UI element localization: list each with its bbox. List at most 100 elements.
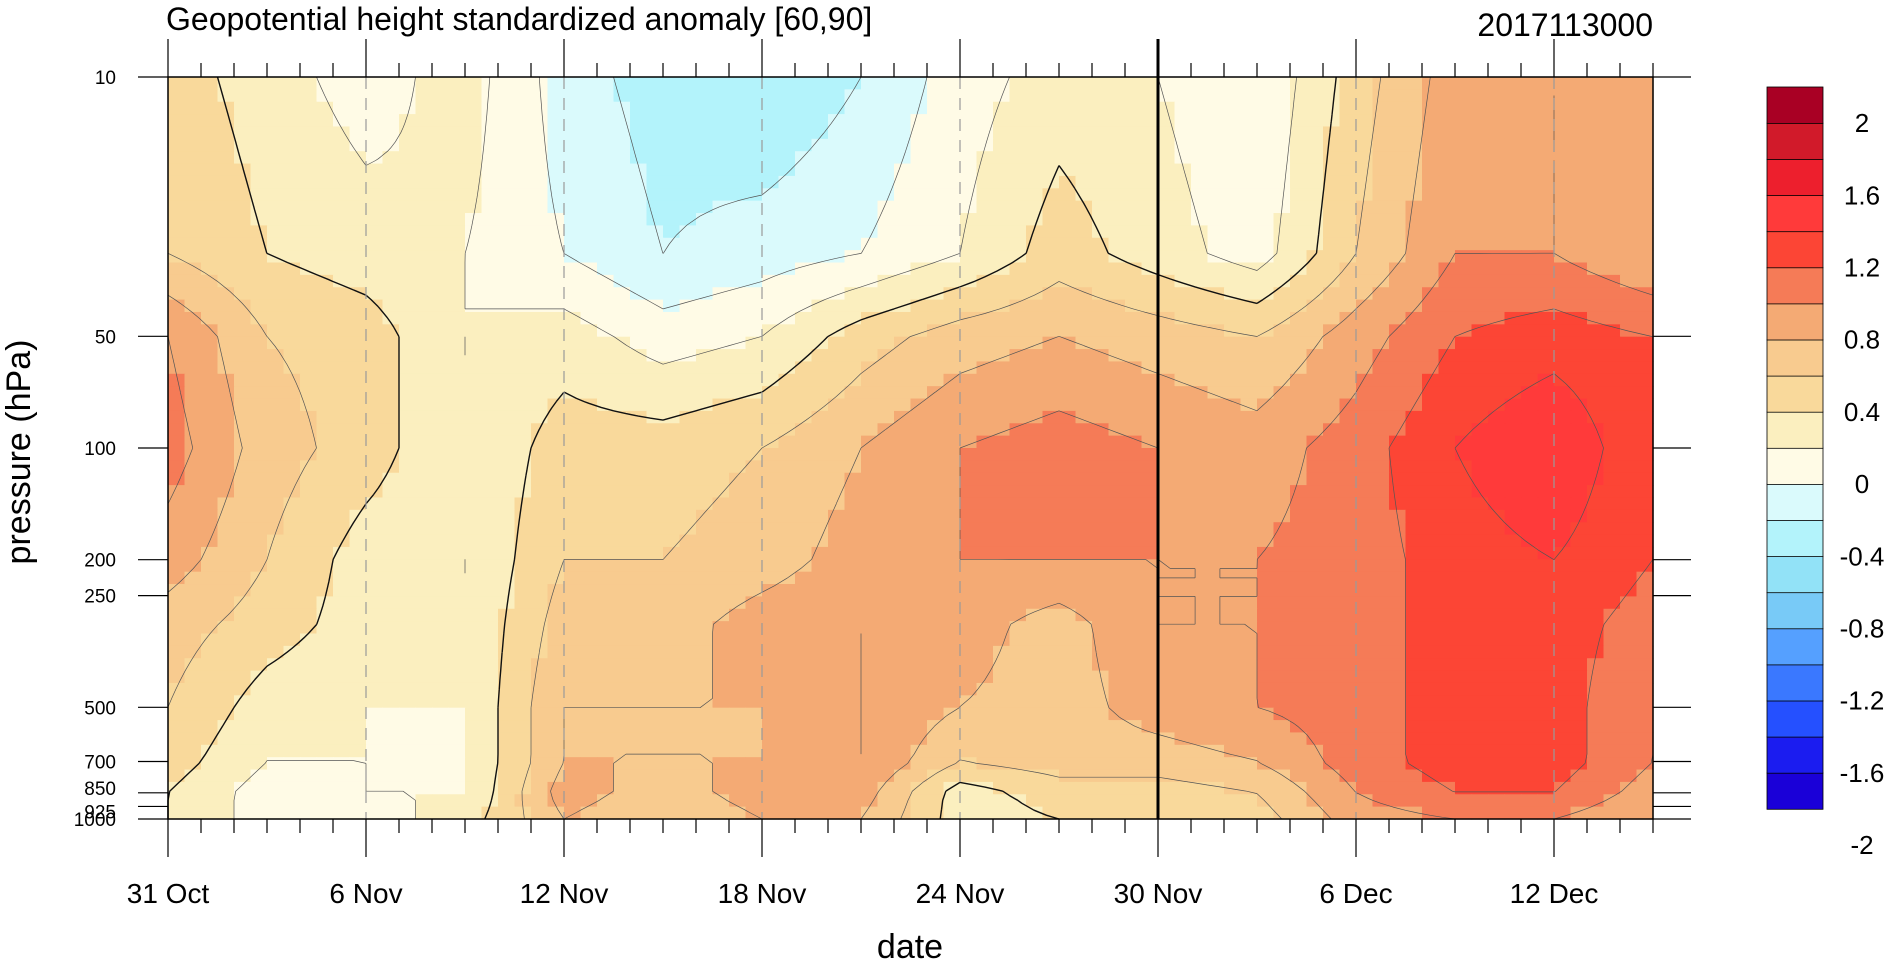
field-cell xyxy=(184,682,202,696)
field-cell xyxy=(250,584,268,597)
field-cell xyxy=(613,522,631,536)
field-cell xyxy=(729,386,747,400)
field-cell xyxy=(910,596,928,610)
field-cell xyxy=(1306,126,1324,140)
field-cell xyxy=(960,744,978,758)
field-cell xyxy=(448,732,466,746)
field-cell xyxy=(1504,274,1522,288)
field-cell xyxy=(597,571,615,585)
field-cell xyxy=(217,732,235,746)
field-cell xyxy=(1207,336,1225,350)
field-cell xyxy=(1455,682,1473,696)
field-cell xyxy=(894,126,912,140)
field-cell xyxy=(1174,101,1192,115)
field-cell xyxy=(1174,744,1192,758)
field-cell xyxy=(1240,361,1258,375)
field-cell xyxy=(1504,522,1522,536)
field-cell xyxy=(696,596,714,610)
field-cell xyxy=(333,200,351,214)
field-cell xyxy=(894,373,912,387)
field-cell xyxy=(1471,472,1489,486)
field-cell xyxy=(1636,732,1654,746)
field-cell xyxy=(349,460,367,474)
field-cell xyxy=(1191,596,1209,610)
field-cell xyxy=(1174,645,1192,659)
field-cell xyxy=(564,138,582,152)
field-cell xyxy=(531,175,549,189)
field-cell xyxy=(1273,138,1291,152)
field-cell xyxy=(1389,682,1407,696)
field-cell xyxy=(1504,559,1522,573)
field-cell xyxy=(580,460,598,474)
field-cell xyxy=(1026,287,1044,301)
field-cell xyxy=(1092,274,1110,288)
field-cell xyxy=(1587,720,1605,734)
field-cell xyxy=(366,670,384,684)
field-cell xyxy=(349,621,367,635)
field-cell xyxy=(976,584,994,597)
field-cell xyxy=(712,423,730,437)
field-cell xyxy=(828,274,846,288)
field-cell xyxy=(729,522,747,536)
field-cell xyxy=(1356,77,1374,90)
field-cell xyxy=(415,695,433,709)
field-cell xyxy=(1323,485,1341,499)
field-cell xyxy=(1603,509,1621,523)
field-cell xyxy=(630,509,648,523)
field-cell xyxy=(745,522,763,536)
field-cell xyxy=(1471,534,1489,548)
field-cell xyxy=(1141,546,1159,560)
field-cell xyxy=(465,658,483,672)
field-cell xyxy=(696,386,714,400)
field-cell xyxy=(547,324,565,338)
field-cell xyxy=(1108,361,1126,375)
field-cell xyxy=(382,670,400,684)
field-cell xyxy=(267,373,285,387)
field-cell xyxy=(1290,584,1308,597)
field-cell xyxy=(861,534,879,548)
field-cell xyxy=(1207,386,1225,400)
field-cell xyxy=(861,89,879,103)
field-cell xyxy=(184,114,202,128)
field-cell xyxy=(1042,138,1060,152)
field-cell xyxy=(1009,188,1027,202)
field-cell xyxy=(184,744,202,758)
field-cell xyxy=(448,757,466,771)
field-cell xyxy=(844,188,862,202)
field-cell xyxy=(1438,682,1456,696)
field-cell xyxy=(993,324,1011,338)
field-cell xyxy=(1191,645,1209,659)
field-cell xyxy=(349,398,367,412)
field-cell xyxy=(481,509,499,523)
field-cell xyxy=(1554,101,1572,115)
field-cell xyxy=(448,695,466,709)
field-cell xyxy=(646,324,664,338)
field-cell xyxy=(1257,163,1275,177)
field-cell xyxy=(465,126,483,140)
field-cell xyxy=(1504,658,1522,672)
field-cell xyxy=(1158,633,1176,647)
field-cell xyxy=(1224,299,1242,313)
field-cell xyxy=(217,485,235,499)
field-cell xyxy=(778,596,796,610)
field-cell xyxy=(679,175,697,189)
field-cell xyxy=(1323,534,1341,548)
field-cell xyxy=(1108,571,1126,585)
field-cell xyxy=(976,720,994,734)
field-cell xyxy=(1504,237,1522,251)
field-cell xyxy=(993,349,1011,363)
field-cell xyxy=(1504,707,1522,721)
field-cell xyxy=(1570,732,1588,746)
field-cell xyxy=(1158,398,1176,412)
field-cell xyxy=(712,571,730,585)
field-cell xyxy=(1092,695,1110,709)
field-cell xyxy=(333,732,351,746)
field-cell xyxy=(1092,596,1110,610)
field-cell xyxy=(762,188,780,202)
field-cell xyxy=(1174,398,1192,412)
field-cell xyxy=(811,175,829,189)
field-cell xyxy=(514,311,532,325)
field-cell xyxy=(729,200,747,214)
field-cell xyxy=(729,163,747,177)
field-cell xyxy=(729,77,747,90)
